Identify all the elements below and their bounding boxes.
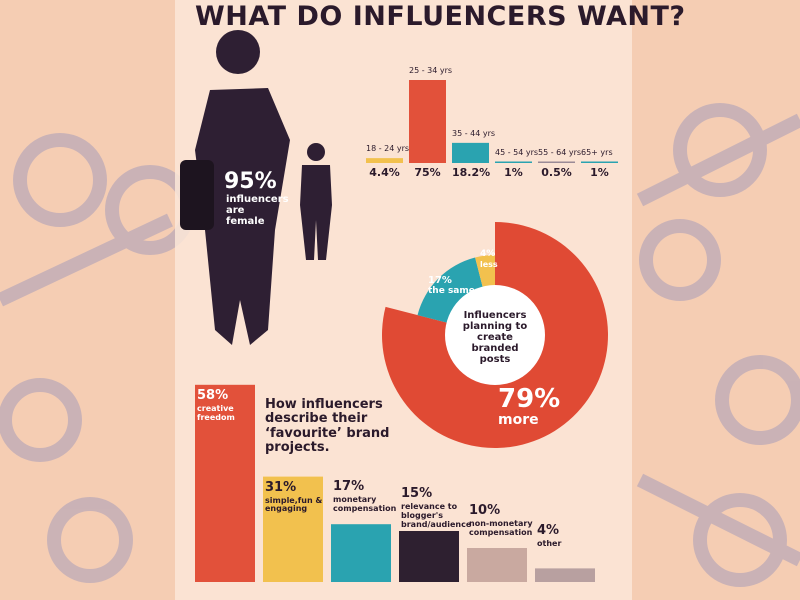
bar	[409, 80, 446, 163]
category-label: creative freedom	[197, 403, 235, 422]
value-label: 4.4%	[369, 166, 400, 179]
category-label: less	[480, 260, 498, 269]
category-label: 18 - 24 yrs	[366, 144, 410, 154]
bar	[331, 524, 391, 582]
category-label: simple,fun & engaging	[265, 495, 323, 514]
category-label: other	[537, 539, 562, 549]
value-label: 17%	[333, 479, 365, 495]
bar	[452, 142, 489, 163]
category-label: non-monetary compensation	[469, 519, 533, 537]
category-label: relevance to blogger's brand/audience	[401, 502, 472, 529]
value-label: 4%	[537, 523, 560, 539]
value-label: 18.2%	[452, 166, 491, 179]
category-label: 35 - 44 yrs	[452, 128, 496, 138]
category-label: 65+ yrs	[581, 147, 613, 157]
bar	[263, 476, 323, 582]
category-label: 55 - 64 yrs	[538, 147, 582, 157]
woman-figure	[180, 30, 290, 345]
value-label: 1%	[590, 166, 609, 179]
value-label: 31%	[265, 479, 297, 495]
bar	[495, 161, 532, 163]
bar	[581, 161, 618, 163]
category-label: more	[498, 412, 539, 428]
donut-hole	[445, 285, 545, 385]
category-label: 25 - 34 yrs	[409, 66, 453, 75]
title: WHAT DO INFLUENCERS WANT?	[195, 1, 686, 32]
female-stat-value: 95%	[224, 169, 277, 194]
bar	[195, 384, 255, 582]
background-decoration	[0, 103, 800, 587]
man-figure	[300, 143, 332, 260]
female-stat-text: influencers are female	[226, 194, 289, 227]
category-label: monetary compensation	[333, 495, 397, 513]
bar	[399, 531, 459, 582]
category-label: 45 - 54 yrs	[495, 147, 539, 157]
value-label: 15%	[401, 486, 433, 501]
value-label: 0.5%	[541, 166, 572, 179]
bar	[535, 568, 595, 582]
value-label: 4%	[480, 249, 496, 259]
bar	[366, 158, 403, 163]
bar	[467, 548, 527, 582]
value-label: 79%	[498, 384, 561, 414]
value-label: 58%	[197, 387, 229, 403]
donut-title: Influencers planning to create branded p…	[462, 310, 528, 365]
bar	[538, 161, 575, 163]
value-label: 17%	[428, 275, 452, 286]
value-label: 75%	[414, 166, 441, 179]
value-label: 1%	[504, 166, 523, 179]
value-label: 10%	[469, 503, 501, 518]
chart-title: How influencers describe their ‘favourit…	[265, 397, 390, 455]
category-label: the same	[428, 286, 475, 296]
